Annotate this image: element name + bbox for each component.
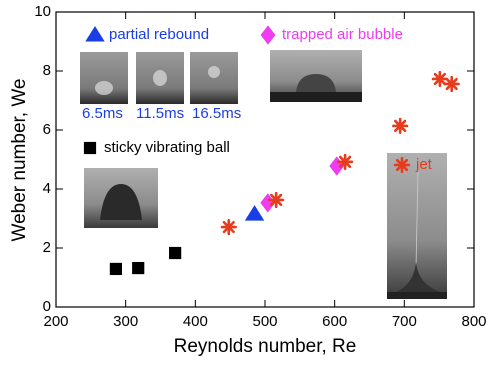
legend-label: trapped air bubble [282,26,403,43]
photo-jet [387,153,447,299]
point [109,262,123,276]
point [443,75,460,93]
point [132,261,145,275]
annotation: 6.5ms [82,105,123,122]
y-tick-label: 10 [34,3,51,20]
legend-label: sticky vibrating ball [104,139,230,156]
photo-sticky [84,168,158,228]
x-tick-label: 300 [113,313,138,330]
x-tick-label: 600 [322,313,347,330]
point [431,70,448,88]
x-tick-label: 800 [461,313,486,330]
legend-marker [393,156,411,174]
x-axis-label: Reynolds number, Re [174,336,357,357]
point [220,218,237,236]
y-tick-label: 4 [43,180,51,197]
y-tick-label: 0 [43,298,51,315]
x-tick-label: 200 [43,313,68,330]
point [392,117,409,134]
legend-marker [83,141,97,155]
y-axis-label: Weber number, We [9,79,30,242]
y-tick-label: 6 [43,121,51,138]
point [268,191,285,209]
legend-marker [85,26,105,42]
photo-bubble [270,50,362,102]
legend-marker [260,25,276,45]
legend-label: jet [415,156,433,173]
annotation: 16.5ms [192,105,241,122]
x-tick-label: 500 [252,313,277,330]
y-tick-label: 8 [43,62,51,79]
annotation: 11.5ms [136,105,184,122]
point [337,153,354,170]
legend-label: partial rebound [109,26,209,43]
y-tick-label: 2 [43,239,51,256]
photo-rebound [80,52,238,104]
x-tick-label: 400 [183,313,208,330]
x-tick-label: 700 [392,313,417,330]
point [244,205,265,221]
point [169,246,182,260]
